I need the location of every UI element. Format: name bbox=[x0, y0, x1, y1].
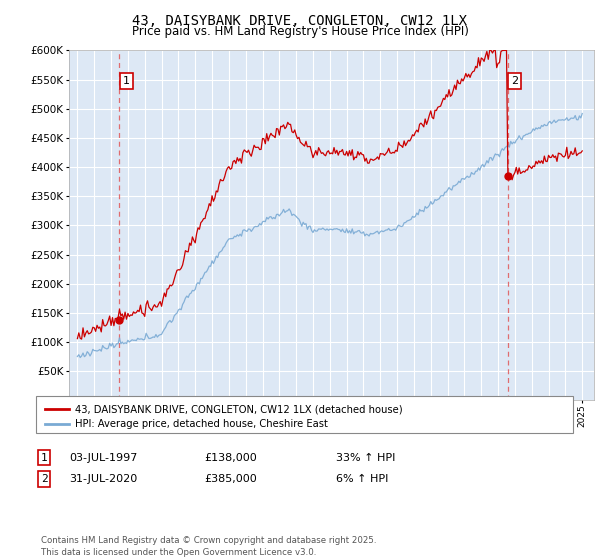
Text: 31-JUL-2020: 31-JUL-2020 bbox=[69, 474, 137, 484]
Text: 6% ↑ HPI: 6% ↑ HPI bbox=[336, 474, 388, 484]
Text: 03-JUL-1997: 03-JUL-1997 bbox=[69, 452, 137, 463]
Text: Price paid vs. HM Land Registry's House Price Index (HPI): Price paid vs. HM Land Registry's House … bbox=[131, 25, 469, 38]
Text: 1: 1 bbox=[123, 76, 130, 86]
Text: £138,000: £138,000 bbox=[204, 452, 257, 463]
Text: HPI: Average price, detached house, Cheshire East: HPI: Average price, detached house, Ches… bbox=[75, 419, 328, 430]
Text: 2: 2 bbox=[41, 474, 47, 484]
Text: 1: 1 bbox=[41, 452, 47, 463]
Text: 43, DAISYBANK DRIVE, CONGLETON, CW12 1LX (detached house): 43, DAISYBANK DRIVE, CONGLETON, CW12 1LX… bbox=[75, 404, 403, 414]
Text: 2: 2 bbox=[511, 76, 518, 86]
Text: 43, DAISYBANK DRIVE, CONGLETON, CW12 1LX: 43, DAISYBANK DRIVE, CONGLETON, CW12 1LX bbox=[133, 14, 467, 28]
Text: Contains HM Land Registry data © Crown copyright and database right 2025.
This d: Contains HM Land Registry data © Crown c… bbox=[41, 536, 376, 557]
Text: 33% ↑ HPI: 33% ↑ HPI bbox=[336, 452, 395, 463]
Text: £385,000: £385,000 bbox=[204, 474, 257, 484]
